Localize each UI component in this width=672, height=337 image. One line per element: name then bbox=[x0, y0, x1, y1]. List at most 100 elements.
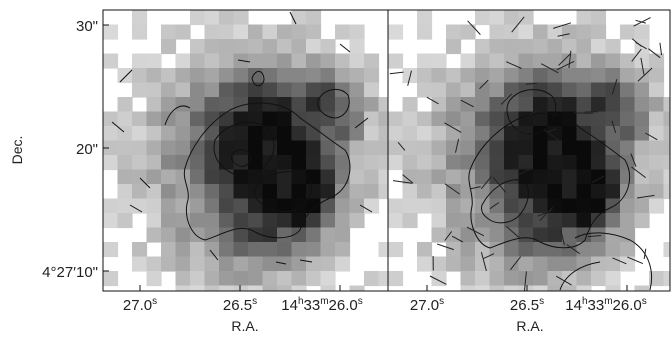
intensity-pixel bbox=[562, 169, 578, 185]
intensity-pixel bbox=[248, 39, 264, 55]
x-tick-label-left-26: 14h33m26.0s bbox=[281, 296, 362, 314]
intensity-pixel bbox=[576, 242, 592, 258]
intensity-pixel bbox=[378, 184, 388, 200]
intensity-pixel bbox=[576, 271, 592, 287]
intensity-pixel bbox=[320, 227, 336, 243]
intensity-pixel bbox=[233, 198, 249, 214]
intensity-pixel bbox=[562, 82, 578, 98]
intensity-pixel bbox=[417, 242, 433, 258]
intensity-pixel bbox=[291, 213, 307, 229]
intensity-pixel bbox=[349, 111, 365, 127]
intensity-pixel bbox=[190, 198, 206, 214]
intensity-pixel bbox=[262, 285, 278, 291]
intensity-pixel bbox=[175, 169, 191, 185]
intensity-pixel bbox=[190, 126, 206, 142]
intensity-pixel bbox=[335, 213, 351, 229]
intensity-pixel bbox=[489, 213, 505, 229]
intensity-pixel bbox=[402, 97, 418, 113]
intensity-pixel bbox=[146, 184, 162, 200]
intensity-pixel bbox=[248, 271, 264, 287]
intensity-pixel bbox=[518, 184, 534, 200]
intensity-pixel bbox=[634, 169, 650, 185]
intensity-pixel bbox=[146, 271, 162, 287]
intensity-pixel bbox=[446, 82, 462, 98]
intensity-pixel bbox=[190, 169, 206, 185]
intensity-pixel bbox=[190, 242, 206, 258]
intensity-pixel bbox=[547, 213, 563, 229]
intensity-pixel bbox=[576, 198, 592, 214]
polarization-vector bbox=[636, 194, 655, 199]
polarization-vector bbox=[436, 243, 454, 251]
intensity-pixel bbox=[175, 198, 191, 214]
intensity-pixel bbox=[233, 140, 249, 156]
intensity-pixel bbox=[248, 169, 264, 185]
y-tick-label-20: 20" bbox=[76, 141, 98, 158]
polarization-vector bbox=[553, 22, 572, 29]
intensity-pixel bbox=[306, 39, 322, 55]
intensity-pixel bbox=[277, 140, 293, 156]
intensity-pixel bbox=[248, 82, 264, 98]
polarization-vector bbox=[466, 226, 485, 237]
intensity-pixel bbox=[175, 271, 191, 287]
intensity-pixel bbox=[233, 82, 249, 98]
polarization-vector bbox=[426, 96, 439, 105]
intensity-pixel bbox=[248, 24, 264, 40]
intensity-pixel bbox=[204, 10, 220, 26]
intensity-pixel bbox=[349, 140, 365, 156]
intensity-pixel bbox=[663, 184, 670, 200]
x-tick-label-left-27: 27.0s bbox=[123, 296, 157, 314]
intensity-pixel bbox=[591, 68, 607, 84]
intensity-pixel bbox=[204, 169, 220, 185]
intensity-pixel bbox=[562, 39, 578, 55]
intensity-pixel bbox=[291, 140, 307, 156]
intensity-pixel bbox=[335, 227, 351, 243]
intensity-pixel bbox=[190, 97, 206, 113]
intensity-pixel bbox=[306, 213, 322, 229]
y-tick-label-30: 30" bbox=[76, 18, 98, 35]
intensity-pixel bbox=[146, 198, 162, 214]
intensity-pixel bbox=[306, 256, 322, 272]
intensity-pixel bbox=[161, 126, 177, 142]
intensity-pixel bbox=[576, 213, 592, 229]
intensity-pixel bbox=[591, 213, 607, 229]
intensity-pixel bbox=[533, 285, 549, 291]
intensity-pixel bbox=[277, 111, 293, 127]
intensity-pixel bbox=[562, 256, 578, 272]
intensity-pixel bbox=[364, 155, 380, 171]
intensity-pixel bbox=[431, 126, 447, 142]
intensity-pixel bbox=[248, 53, 264, 69]
intensity-pixel bbox=[518, 10, 534, 26]
intensity-pixel bbox=[277, 213, 293, 229]
intensity-pixel bbox=[649, 169, 665, 185]
intensity-pixel bbox=[233, 126, 249, 142]
intensity-pixel bbox=[262, 184, 278, 200]
intensity-pixel bbox=[219, 24, 235, 40]
polarization-vector bbox=[631, 48, 642, 62]
intensity-pixel bbox=[504, 140, 520, 156]
intensity-pixel bbox=[320, 111, 336, 127]
intensity-pixel bbox=[248, 198, 264, 214]
intensity-pixel bbox=[663, 140, 670, 156]
intensity-pixel bbox=[431, 155, 447, 171]
intensity-pixel bbox=[475, 82, 491, 98]
intensity-pixel bbox=[117, 140, 133, 156]
left-panel bbox=[103, 10, 388, 291]
intensity-pixel bbox=[489, 198, 505, 214]
intensity-pixel bbox=[233, 68, 249, 84]
intensity-pixel bbox=[489, 285, 505, 291]
intensity-pixel bbox=[605, 184, 621, 200]
intensity-pixel bbox=[489, 242, 505, 258]
intensity-pixel bbox=[291, 10, 307, 26]
intensity-pixel bbox=[378, 169, 388, 185]
intensity-pixel bbox=[663, 126, 670, 142]
intensity-pixel bbox=[518, 227, 534, 243]
intensity-pixel bbox=[591, 111, 607, 127]
intensity-pixel bbox=[634, 140, 650, 156]
intensity-pixel bbox=[533, 39, 549, 55]
polarization-vector bbox=[560, 230, 565, 246]
intensity-pixel bbox=[431, 184, 447, 200]
polarization-vector bbox=[455, 138, 460, 153]
intensity-pixel bbox=[533, 140, 549, 156]
intensity-pixel bbox=[475, 242, 491, 258]
intensity-pixel bbox=[475, 39, 491, 55]
